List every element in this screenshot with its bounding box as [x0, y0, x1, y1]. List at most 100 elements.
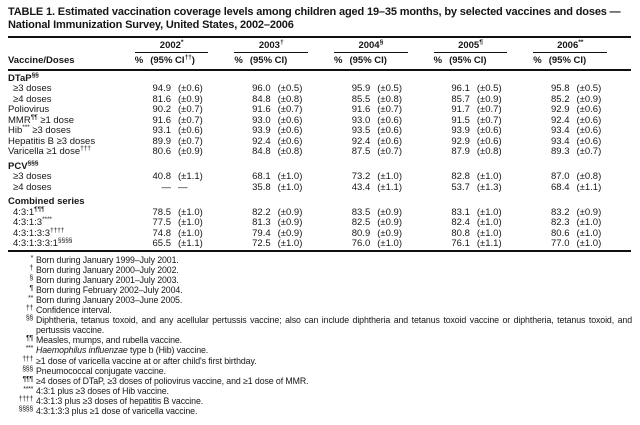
- ci-value: (±1.0): [576, 238, 602, 250]
- footnote-marker: †††: [80, 144, 91, 152]
- footnote-marker: §§: [25, 315, 33, 323]
- ci-value: (±0.7): [178, 104, 203, 116]
- ci-value: (±0.7): [476, 114, 502, 126]
- percent-value: 68.1: [252, 171, 271, 183]
- percent-value: 82.5: [351, 217, 371, 229]
- table-row: 4:3:1:3**** 77.5 (±1.0) 81.3 (±0.9) 82.5 (±0.9…: [8, 215, 631, 229]
- percent-value: 92.9: [451, 135, 470, 147]
- footnote-marker: †: [29, 264, 33, 272]
- percent-header: %: [234, 54, 243, 66]
- ci-value: (±1.1): [576, 181, 602, 193]
- percent-value: 94.9: [152, 83, 172, 95]
- percent-value: 80.6: [551, 227, 570, 239]
- percent-value: 95.8: [551, 83, 570, 95]
- percent-value: 73.2: [351, 171, 371, 183]
- percent-value: 79.4: [252, 227, 271, 239]
- ci-header: (95% CI): [349, 54, 387, 66]
- row-label: 4:3:1:3****: [13, 215, 52, 229]
- table-row: 4:3:1:3:3†††† 74.8 (±1.0) 79.4 (±0.9) 80.9 (±0…: [8, 226, 631, 240]
- percent-value: 72.5: [252, 238, 271, 250]
- footnote: †† Confidence interval.: [8, 305, 632, 315]
- ci-value: (±1.0): [377, 238, 402, 250]
- ci-header: (95% CI): [548, 54, 587, 66]
- ci-value: (±0.6): [576, 125, 602, 137]
- percent-value: 92.9: [551, 104, 570, 116]
- percent-value: 91.6: [152, 114, 172, 126]
- ci-value: (±0.5): [377, 83, 402, 95]
- section-label: DTaP§§: [8, 71, 39, 84]
- percent-value: 40.8: [152, 171, 172, 183]
- ci-value: (±1.0): [277, 238, 303, 250]
- percent-value: 82.4: [451, 217, 470, 229]
- footnote-marker: §§§§: [18, 406, 34, 413]
- footnote: **** 4:3:1 plus ≥3 doses of Hib vaccine.: [8, 386, 632, 396]
- footnote-marker: §: [379, 38, 384, 46]
- ci-value: (±1.1): [476, 238, 502, 250]
- ci-value: (±1.0): [476, 217, 502, 229]
- ci-value: (±0.7): [178, 135, 203, 147]
- percent-value: —: [161, 181, 172, 193]
- year-header: 2004§: [332, 37, 432, 53]
- ci-value: (±1.0): [576, 217, 602, 229]
- year-header: 2002*: [133, 37, 233, 53]
- ci-value: (±0.7): [476, 104, 502, 116]
- percent-value: 85.5: [351, 93, 371, 105]
- table-row: 4:3:1¶¶¶ 78.5 (±1.0) 82.2 (±0.9) 83.5 (±0.9) 83…: [8, 205, 631, 219]
- table-row: ≥4 doses — — 35.8 (±1.0) 43.4 (±1.1) 53.7 (±1.3)…: [8, 181, 631, 194]
- footnote-marker: ¶¶¶: [34, 205, 45, 213]
- footnote-text: Born during January 1999–July 2001.: [36, 254, 179, 265]
- footnote-marker: ****: [42, 215, 52, 223]
- percent-value: 65.5: [152, 238, 172, 250]
- footnote-marker: ****: [23, 385, 33, 393]
- ci-value: (±0.6): [576, 135, 602, 147]
- footnote-text: Diphtheria, tetanus toxoid, and any acel…: [36, 315, 632, 336]
- footnote-marker: ***: [22, 123, 30, 131]
- percent-value: 93.0: [252, 114, 271, 126]
- ci-value: (±1.1): [178, 171, 203, 183]
- vaccine-doses-column-header: Vaccine/Doses: [8, 52, 133, 71]
- footnote-text: 4:3:1 plus ≥3 doses of Hib vaccine.: [36, 385, 169, 396]
- footnote-marker: ¶: [29, 284, 34, 292]
- percent-value: 89.3: [551, 146, 570, 158]
- percent-value: 91.6: [351, 104, 371, 116]
- table-row: MMR¶¶ ≥1 dose 91.6 (±0.7) 93.0 (±0.6) 93.0 (±0…: [8, 114, 631, 127]
- ci-value: (±0.9): [476, 93, 502, 105]
- ci-value: (±0.9): [277, 217, 303, 229]
- footnote-italic-text: Haemophilus influenzae: [36, 345, 128, 356]
- table-title: TABLE 1. Estimated vaccination coverage …: [8, 6, 621, 31]
- year-header-row: 2002* 2003† 2004§ 2005¶ 2006**: [8, 37, 631, 53]
- percent-value: 93.4: [551, 135, 570, 147]
- table-page: TABLE 1. Estimated vaccination coverage …: [8, 6, 632, 417]
- percent-ci-column-header: % (95% CI): [431, 52, 532, 71]
- footnote-text: 4:3:1:3:3 plus ≥1 dose of varicella vacc…: [36, 406, 198, 416]
- footnote-marker: ††††: [49, 226, 65, 234]
- footnote-marker: §§§: [27, 159, 39, 167]
- ci-value: (±1.3): [476, 181, 502, 193]
- footnote: ††† ≥1 dose of varicella vaccine at or af…: [8, 356, 632, 366]
- percent-value: 80.9: [351, 227, 371, 239]
- footnote-text: Confidence interval.: [36, 305, 112, 316]
- year-header-spacer: [8, 37, 133, 53]
- vaccination-coverage-table: 2002* 2003† 2004§ 2005¶ 2006** Vaccine/Doses…: [8, 35, 631, 252]
- section-row: PCV§§§: [8, 158, 631, 173]
- footnote-text: ≥1 dose of varicella vaccine at or after…: [36, 355, 257, 366]
- footnotes: * Born during January 1999–July 2001. † Bor…: [8, 255, 632, 417]
- ci-value: (±0.7): [377, 146, 402, 158]
- ci-value: (±1.0): [178, 217, 203, 229]
- footnote-marker: †: [279, 38, 284, 46]
- percent-value: 68.4: [551, 181, 570, 193]
- row-label: Hib*** ≥3 doses: [8, 123, 71, 137]
- percent-value: 92.4: [351, 135, 371, 147]
- footnote-marker: **: [28, 294, 33, 302]
- percent-value: 53.7: [451, 181, 470, 193]
- percent-value: 81.3: [252, 217, 271, 229]
- ci-value: (±0.6): [277, 125, 303, 137]
- ci-value: (±0.6): [576, 104, 602, 116]
- ci-value: (±0.9): [377, 206, 402, 218]
- ci-value: (±0.9): [277, 206, 303, 218]
- footnote: ¶ Born during February 2002–July 2004.: [8, 285, 632, 295]
- ci-value: (±1.0): [476, 206, 502, 218]
- footnote-text: Measles, mumps, and rubella vaccine.: [36, 335, 183, 346]
- footnote-marker: §: [29, 274, 33, 282]
- ci-header: (95% CI): [449, 54, 487, 66]
